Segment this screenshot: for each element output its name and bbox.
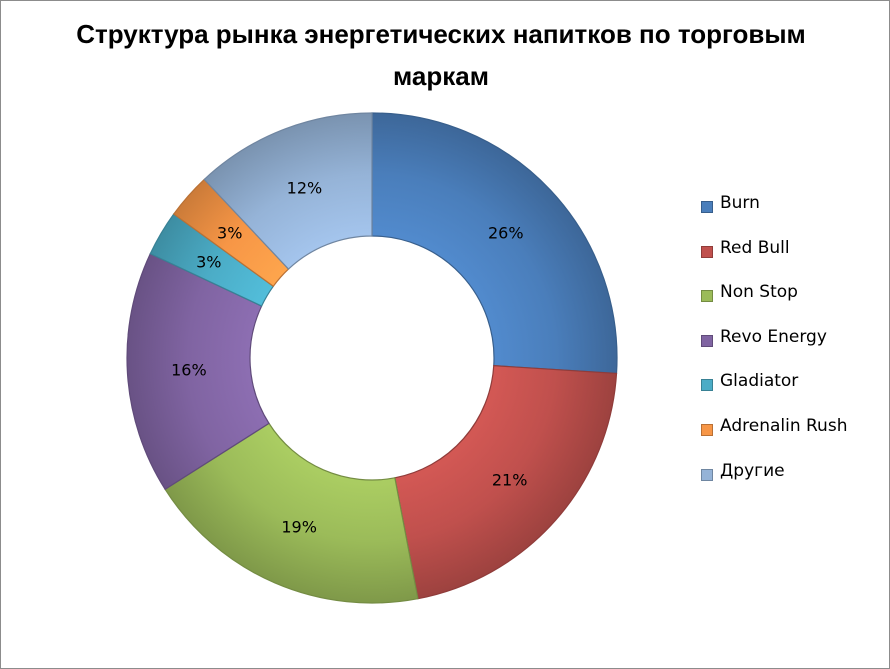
chart-title: Структура рынка энергетических напитков …: [76, 19, 806, 91]
data-label-adrenalin-rush: 3%: [217, 224, 242, 243]
slice-non-stop: [164, 422, 419, 604]
slice-red-bull: [394, 365, 618, 600]
legend-swatch: [701, 423, 713, 436]
legend-item-non-stop: Non Stop: [701, 282, 881, 327]
legend-item-burn: Burn: [701, 193, 881, 238]
legend-item-другие: Другие: [701, 461, 881, 506]
data-label-red-bull: 21%: [492, 470, 528, 489]
data-label-revo-energy: 16%: [171, 361, 207, 380]
legend-item-red-bull: Red Bull: [701, 238, 881, 283]
legend-label: Adrenalin Rush: [720, 415, 848, 436]
legend-item-revo-energy: Revo Energy: [701, 327, 881, 372]
data-label-burn: 26%: [488, 223, 524, 242]
legend-swatch: [701, 290, 713, 303]
data-label-non-stop: 19%: [281, 517, 317, 536]
legend-label: Red Bull: [720, 237, 790, 258]
data-label-gladiator: 3%: [196, 252, 221, 271]
legend-label: Burn: [720, 193, 760, 213]
legend-label: Другие: [720, 460, 785, 481]
slice-revo-energy: [126, 252, 270, 491]
slice-burn: [371, 112, 618, 375]
data-label-другие: 12%: [287, 178, 323, 197]
legend-swatch: [701, 334, 713, 347]
legend-swatch: [701, 468, 713, 481]
legend-item-adrenalin-rush: Adrenalin Rush: [701, 416, 881, 461]
legend-item-gladiator: Gladiator: [701, 371, 881, 416]
legend-swatch: [701, 245, 713, 258]
legend-label: Non Stop: [720, 282, 798, 303]
slice-другие: [203, 112, 373, 270]
legend-swatch: [701, 201, 713, 213]
legend-label: Revo Energy: [720, 326, 827, 347]
legend-label: Gladiator: [720, 371, 799, 392]
chart-legend: Burn Red Bull Non Stop Revo Energy Gladiator…: [701, 193, 881, 505]
legend-swatch: [701, 379, 713, 392]
